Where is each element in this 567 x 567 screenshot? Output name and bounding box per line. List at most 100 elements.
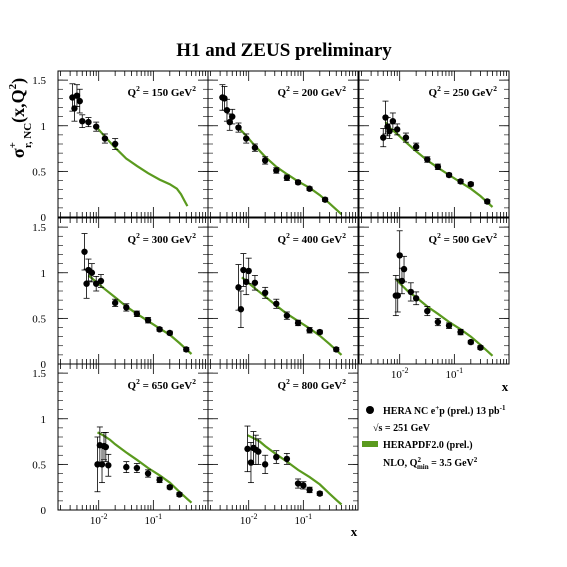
panel-q2-300-data-point [133,310,141,318]
panel-q2-250-data-point [393,126,401,133]
panel-q2-500-label: Q2 = 500 GeV2 [429,231,498,246]
panel-q2-200-data-point [306,185,313,192]
panel-q2-250-data-point [434,163,442,171]
panel-q2-650-label: Q2 = 650 GeV2 [128,377,197,392]
panel-q2-650-data-point [123,463,130,471]
panel-q2-500-data-point [394,292,401,299]
panel-q2-650-data-point [176,491,183,498]
panel-q2-300-data-point [81,248,88,255]
panel-q2-150-data-point [111,140,119,148]
panel-q2-400-data-point [273,300,280,307]
panel-q2-400-data-point [283,312,291,319]
panel-q2-200-data-point [251,144,259,151]
chart-title: H1 and ZEUS preliminary [176,40,392,61]
panel-q2-300-theory-curve [87,274,193,355]
panel-q2-500-data-point [457,328,464,336]
panel-q2-500-data-point [412,295,420,302]
panel-q2-650-data-point [102,443,110,451]
svg-text:σ+r, NC(x,Q2): σ+ r, NC(x,Q2) [7,78,34,158]
panel-q2-800-data-point [273,453,280,461]
legend-theory-swatch [362,441,378,447]
panel-q2-150-data-point [76,97,83,105]
legend-theory-label: HERAPDF2.0 (prel.) [383,440,473,451]
panel-q2-650-data-point [98,461,106,468]
panel-q2-400-data-point [245,267,252,275]
panel-q2-200-data-point [242,135,250,142]
panel-q2-300-data-point [123,304,130,311]
panel-q2-500-x-tick-label: 10-1 [446,366,464,381]
panel-q2-500-data-point [434,318,442,326]
panel-q2-150-data-point [85,118,92,126]
panel-q2-200-data-point [294,179,302,186]
panel-q2-650-x-tick-label: 10-2 [90,512,108,527]
panel-q2-200: Q2 = 200 GeV2 [207,70,359,218]
panel-q2-500: Q2 = 500 GeV2 [358,217,510,365]
panel-q2-150: 0 0.5 1 1.5 Q2 = 150 GeV2 [32,70,209,224]
panel-q2-250-data-point [402,134,410,141]
panel-q2-150-data-point [101,135,109,142]
y-axis-label: σ+ r, NC(x,Q2) [7,78,34,158]
legend: HERA NC e+p (prel.) 13 pb-1 √s = 251 GeV… [362,404,506,471]
y-axis-label-close: ) [8,78,29,84]
y-axis-label-rest-sup: 2 [7,83,19,89]
panel-q2-300-data-point [88,269,96,276]
panel-q2-650: 0 0.5 1 1.5 Q2 = 650 GeV2 [32,363,209,517]
panel-q2-150-theory-curve [95,125,189,207]
panel-q2-200-data-point [321,196,329,203]
panel-q2-200-label: Q2 = 200 GeV2 [278,84,347,99]
legend-theory-sub: NLO, Q2 min = 3.5 GeV2 [383,456,478,471]
panels: 0 0.5 1 1.5 Q2 = 150 GeV2 Q2 = 200 GeV2 Q2 = 2… [32,70,510,527]
panel-q2-800-data-point [316,490,324,497]
panel-q2-250-data-point [389,117,397,125]
panel-q2-200-data-point [229,113,236,120]
panel-q2-250-data-point [484,198,491,205]
panel-q2-800-x-tick-label: 10-1 [295,512,313,527]
panel-q2-300-y-tick-label: 1.5 [32,222,46,234]
y-axis-label-rest: (x,Q [8,89,29,123]
panel-q2-500-data-point [424,307,431,315]
panel-q2-650-data-point [166,483,174,491]
panel-q2-300-y-tick-label: 0.5 [32,313,46,325]
panel-q2-500-data-point [396,252,403,259]
panel-q2-400-data-point [240,266,247,274]
panel-q2-300-data-point [183,346,190,353]
panel-q2-400-data-point [237,306,245,313]
panel-q2-250-data-point [386,128,393,135]
panel-q2-150-y-tick-label: 1.5 [32,75,46,87]
panel-q2-250-data-point [412,143,420,150]
panel-q2-500-data-point [407,288,415,296]
panel-q2-400-label: Q2 = 400 GeV2 [278,231,347,246]
y-axis-label-sup: + [7,142,19,148]
x-axis-label-lower: x [351,524,358,539]
panel-q2-500-data-point [477,344,484,351]
panel-q2-650-y-tick-label: 0 [41,505,47,517]
panel-q2-800-data-point [294,480,302,487]
panel-q2-300-data-point [97,277,105,285]
panel-q2-200-data-point [283,174,291,181]
panel-q2-200-data-point [221,95,228,102]
panel-q2-300-data-point [111,299,119,307]
legend-sqrt-s: √s = 251 GeV [373,423,431,434]
panel-q2-800-data-point [283,455,291,463]
y-axis-label-sub: r, NC [22,123,34,148]
panel-q2-400-data-point [251,279,259,286]
panel-q2-250-data-point [467,180,475,188]
panel-q2-500-data-point [398,277,406,285]
panel-q2-400-data-point [306,327,313,334]
panel-q2-250-data-point [445,171,453,179]
legend-data-label: HERA NC e+p (prel.) 13 pb-1 [383,404,506,417]
panel-q2-300-label: Q2 = 300 GeV2 [128,231,197,246]
panel-q2-650-y-tick-label: 1.5 [32,368,46,380]
panel-q2-800-data-point [300,482,307,489]
panel-q2-250-data-point [424,156,431,163]
panel-q2-250: Q2 = 250 GeV2 [358,70,510,218]
panel-q2-800-data-point [255,448,262,455]
panel-q2-150-y-tick-label: 0.5 [32,166,46,178]
panel-q2-800-data-point [244,445,251,453]
panel-q2-400-data-point [316,328,324,336]
panel-q2-650-y-tick-label: 1 [41,414,47,426]
panel-q2-650-data-point [144,470,152,477]
panel-q2-150-y-tick-label: 1 [41,121,47,133]
panel-q2-650-data-point [133,464,141,472]
